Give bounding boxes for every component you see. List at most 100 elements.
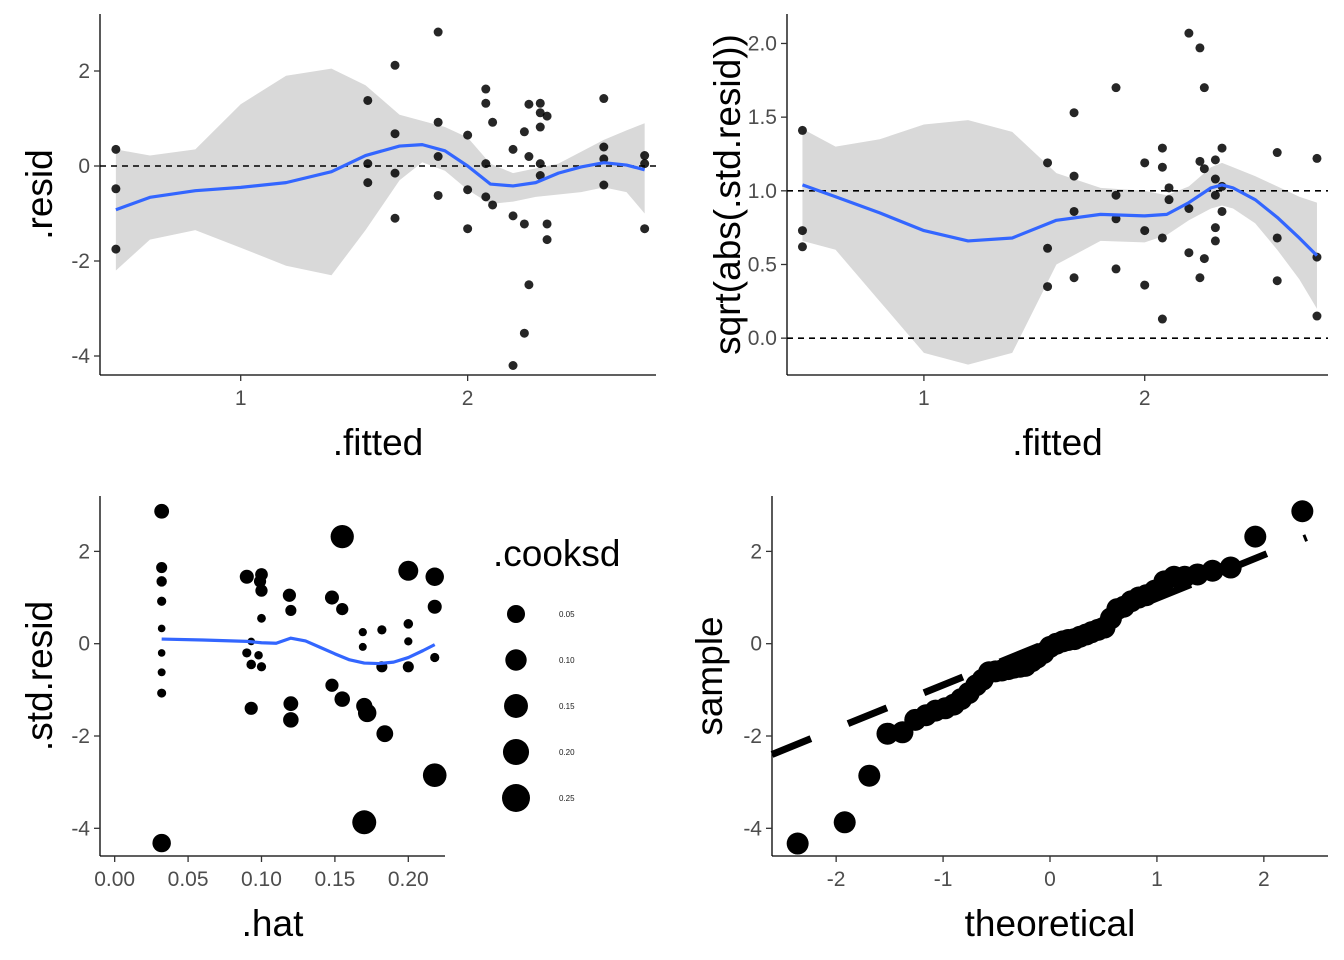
data-point [1244, 525, 1267, 548]
legend-title: .cooksd [493, 533, 621, 574]
data-point [325, 678, 339, 692]
data-point [1272, 276, 1282, 286]
data-point [1210, 155, 1220, 165]
data-point [535, 122, 545, 132]
data-point [285, 604, 297, 617]
data-point [282, 588, 296, 602]
data-point [508, 144, 518, 154]
data-point [246, 659, 257, 670]
y-tick-label: -4 [71, 817, 90, 840]
x-tick-label: 0.20 [388, 868, 429, 891]
data-point [1217, 143, 1227, 153]
data-point [111, 184, 121, 194]
y-tick-label: 0.0 [748, 327, 777, 350]
y-tick-label: 2 [78, 540, 90, 563]
y-tick-label: -4 [71, 345, 90, 368]
data-point [1184, 28, 1194, 38]
y-tick-label: -2 [743, 725, 762, 748]
data-point [157, 649, 166, 657]
data-point [390, 129, 400, 139]
y-tick-label: -2 [71, 725, 90, 748]
y-axis-title: .resid [19, 149, 60, 239]
legend-key [505, 649, 527, 671]
data-point [1157, 233, 1167, 243]
y-tick-label: 2 [750, 540, 762, 563]
data-point [433, 152, 443, 161]
y-tick-label: -2 [71, 250, 90, 273]
data-point [535, 159, 545, 169]
data-point [390, 60, 400, 70]
data-point [519, 219, 529, 229]
data-point [508, 361, 518, 370]
data-point [1312, 153, 1322, 163]
data-point [358, 628, 367, 637]
data-point [257, 613, 266, 623]
data-point [1111, 264, 1121, 274]
x-tick-label: 2 [1258, 868, 1270, 891]
cooksd-legend: .cooksd 0.05 0.10 0.15 0.20 0.25 [493, 533, 621, 812]
data-point [786, 832, 809, 855]
smooth-line [801, 183, 1319, 257]
data-point [599, 180, 609, 190]
data-point [352, 810, 377, 835]
leverage-panel: 0.00 0.05 0.10 0.15 0.20 -4 -2 0 2 .hat .std.resid… [19, 496, 621, 944]
data-point [256, 662, 267, 672]
data-point [524, 99, 534, 109]
x-tick-label: 1 [235, 387, 247, 410]
data-point [535, 171, 545, 180]
data-point [508, 211, 518, 221]
data-point [433, 117, 443, 127]
data-point [1111, 190, 1121, 200]
y-tick-label: 0.5 [748, 253, 777, 276]
data-point [363, 159, 373, 169]
data-point [1157, 314, 1167, 324]
data-point [390, 213, 400, 223]
data-point [1272, 233, 1282, 243]
data-point [1210, 174, 1220, 184]
data-point [1069, 206, 1079, 216]
data-point [1210, 236, 1220, 246]
data-point [481, 159, 491, 169]
x-axis-title: theoretical [965, 903, 1136, 944]
data-point [1069, 273, 1079, 283]
scale-location-panel: 1 2 0.0 0.5 1.0 1.5 2.0 .fitted sqrt(abs(.std.re… [707, 14, 1328, 463]
data-point [433, 190, 443, 200]
qq-panel: -2 -1 0 1 2 -4 -2 0 2 theoretical sample [689, 496, 1328, 944]
data-point [524, 280, 534, 290]
data-point [1069, 108, 1079, 118]
data-point [422, 763, 447, 788]
data-point [519, 127, 529, 137]
data-point [255, 568, 268, 581]
data-point [542, 111, 552, 121]
x-tick-label: 0.15 [314, 868, 355, 891]
data-point [403, 619, 414, 629]
data-point [1210, 223, 1220, 233]
legend-label: 0.10 [559, 656, 575, 665]
data-point [390, 168, 400, 178]
data-point [542, 235, 552, 245]
data-point [157, 624, 166, 633]
data-point [599, 142, 609, 152]
data-point [1195, 156, 1205, 166]
data-point [858, 764, 881, 787]
x-tick-label: -2 [827, 868, 846, 891]
data-point [156, 561, 168, 574]
legend-label: 0.15 [559, 702, 575, 711]
data-point [481, 192, 491, 202]
data-point [1069, 171, 1079, 181]
data-point [156, 576, 167, 587]
confidence-band [802, 120, 1317, 365]
data-point [535, 98, 545, 108]
data-point [1184, 248, 1194, 258]
data-point [111, 244, 121, 254]
data-point [334, 691, 350, 707]
data-point [524, 152, 534, 161]
data-point [152, 833, 171, 853]
data-point [542, 219, 552, 229]
data-point [488, 117, 498, 127]
smooth-line [115, 143, 646, 212]
data-point [430, 652, 440, 663]
data-point [254, 650, 263, 660]
data-point [357, 703, 377, 723]
